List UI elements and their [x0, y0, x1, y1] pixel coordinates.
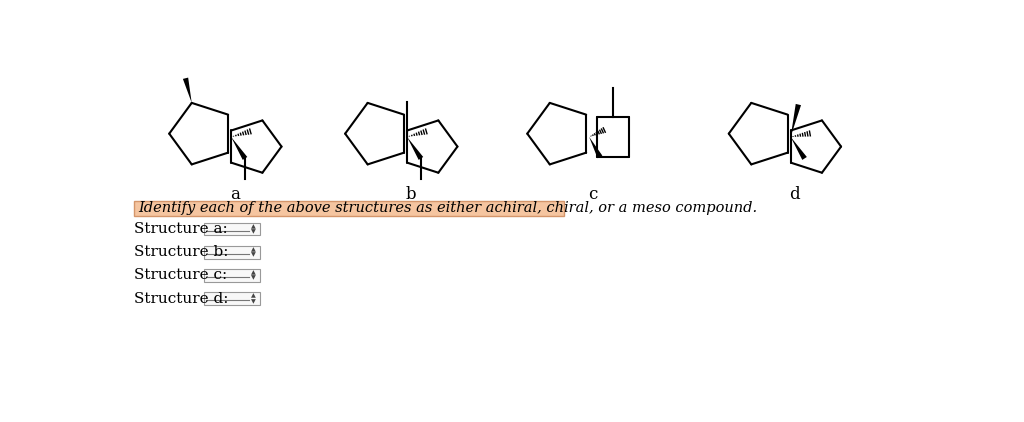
- Text: c: c: [589, 186, 598, 203]
- Text: Structure c:: Structure c:: [134, 268, 227, 282]
- Polygon shape: [407, 137, 423, 160]
- Polygon shape: [231, 137, 248, 160]
- Text: d: d: [790, 186, 800, 203]
- Text: Structure b:: Structure b:: [134, 245, 228, 260]
- Text: Structure a:: Structure a:: [134, 222, 228, 236]
- Polygon shape: [183, 78, 191, 103]
- Text: b: b: [406, 186, 416, 203]
- FancyBboxPatch shape: [204, 269, 260, 281]
- Text: ▲: ▲: [251, 293, 256, 298]
- FancyBboxPatch shape: [134, 201, 564, 216]
- Text: Structure d:: Structure d:: [134, 292, 228, 306]
- Text: ▲: ▲: [251, 224, 256, 229]
- Text: ▼: ▼: [251, 230, 256, 235]
- Polygon shape: [589, 137, 602, 158]
- FancyBboxPatch shape: [204, 246, 260, 259]
- Text: ▼: ▼: [251, 299, 256, 304]
- FancyBboxPatch shape: [204, 223, 260, 235]
- Text: ▲: ▲: [251, 247, 256, 252]
- Text: a: a: [230, 186, 240, 203]
- Polygon shape: [791, 104, 801, 137]
- Polygon shape: [791, 137, 807, 160]
- Text: ▼: ▼: [251, 253, 256, 257]
- Text: ▲: ▲: [251, 270, 256, 275]
- FancyBboxPatch shape: [204, 292, 260, 305]
- Text: ▼: ▼: [251, 276, 256, 281]
- Text: Identify each of the above structures as either achiral, chiral, or a meso compo: Identify each of the above structures as…: [138, 201, 757, 216]
